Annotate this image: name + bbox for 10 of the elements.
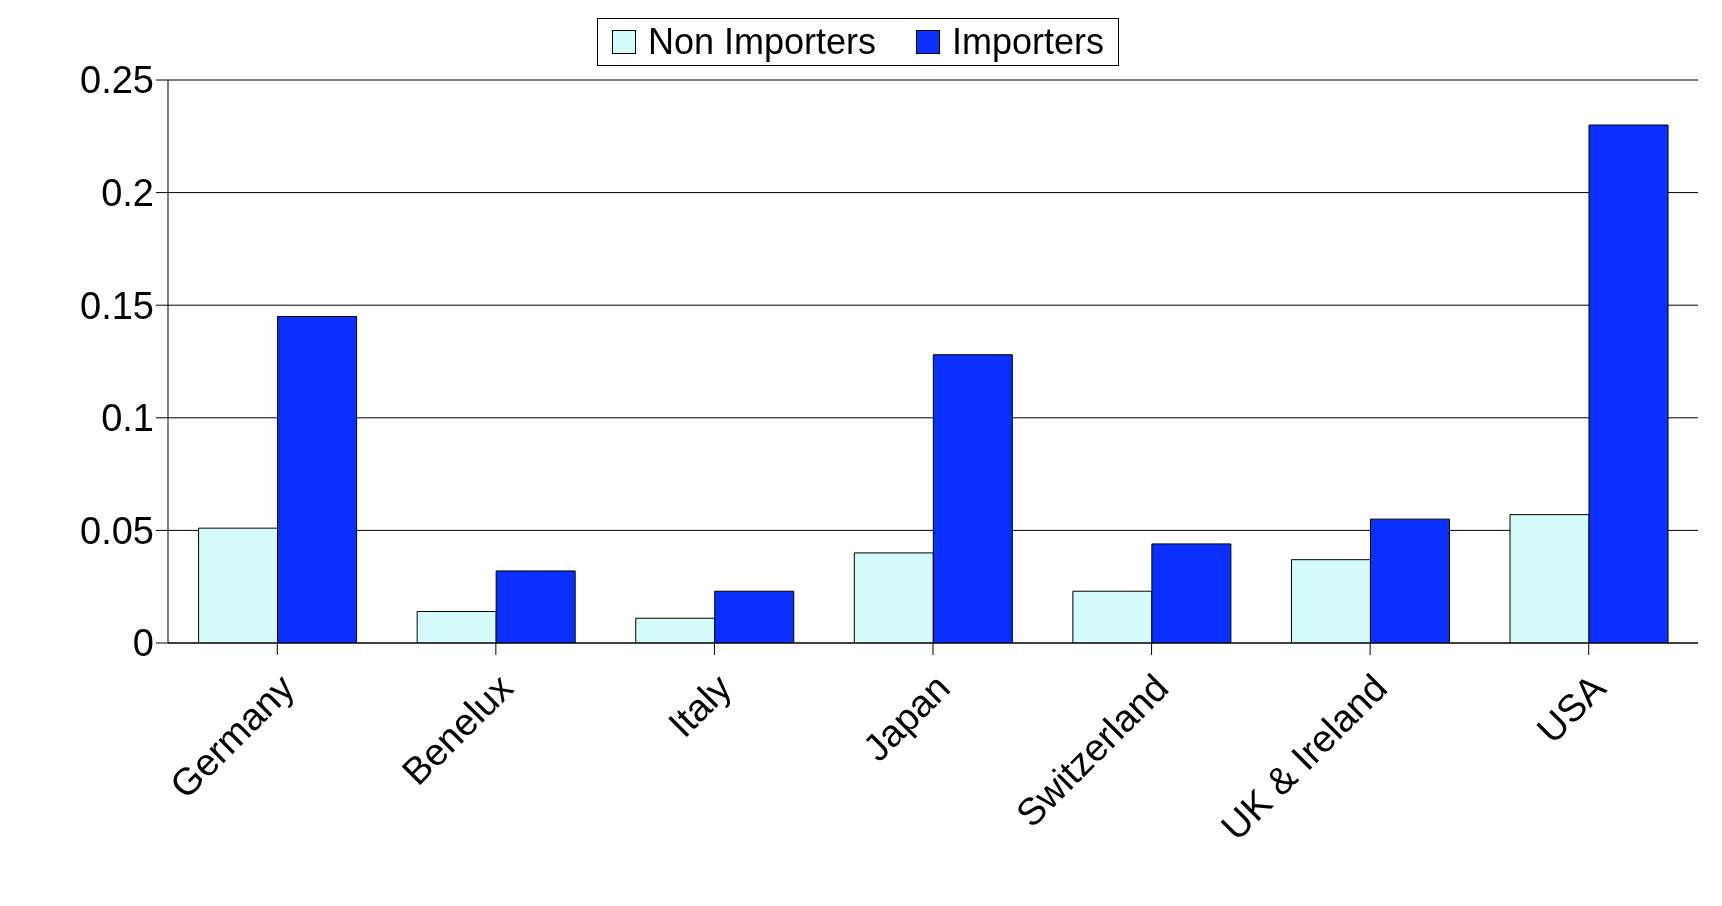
y-tick-label: 0 <box>132 622 154 665</box>
x-tick-label: USA <box>1528 665 1615 752</box>
y-tick-label: 0.2 <box>101 172 154 215</box>
y-tick-label: 0.05 <box>80 509 154 552</box>
legend-label: Non Importers <box>646 21 877 63</box>
x-tick-label: Italy <box>660 666 740 746</box>
y-tick-label: 0.1 <box>101 397 154 440</box>
y-tick-label: 0.25 <box>80 59 154 102</box>
legend-label: Importers <box>951 21 1105 63</box>
y-tick-label: 0.15 <box>80 284 154 327</box>
